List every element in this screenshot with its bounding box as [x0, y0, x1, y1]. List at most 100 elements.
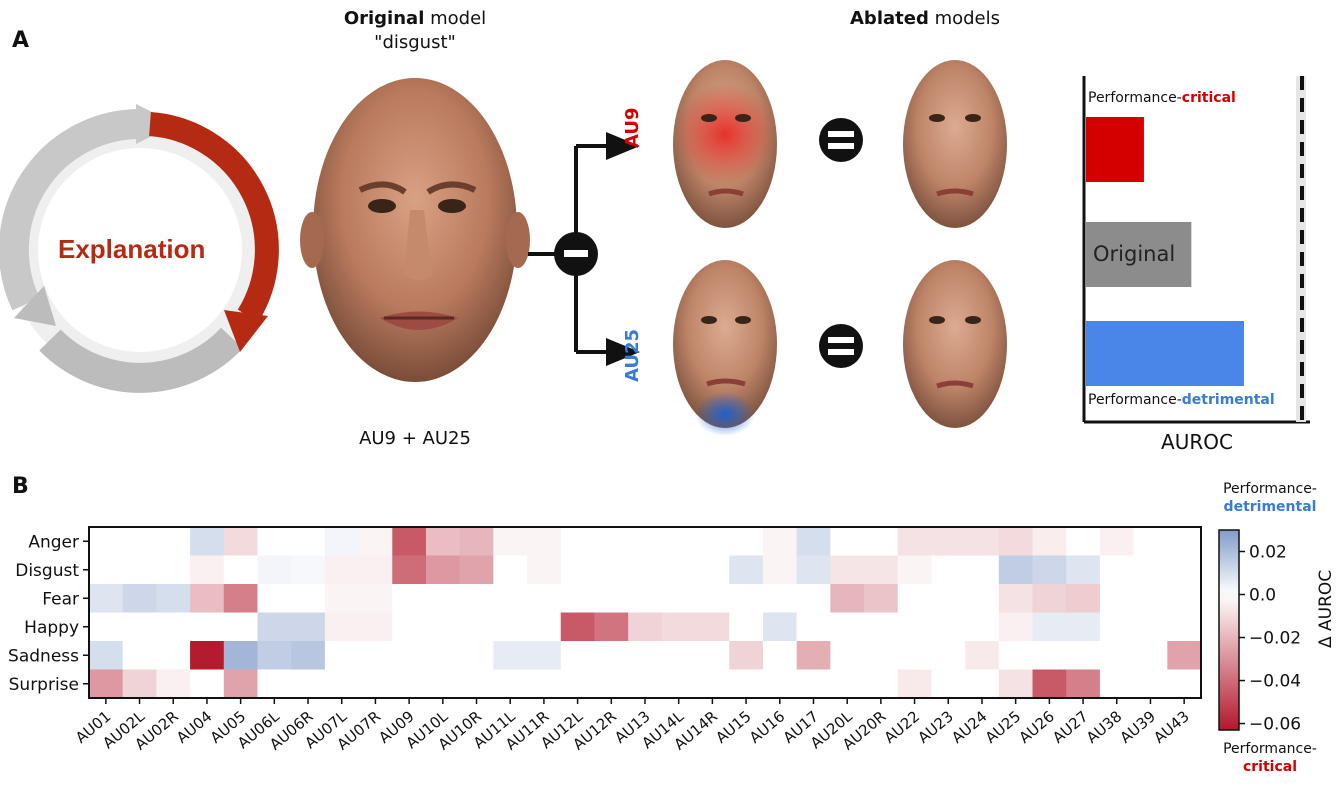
original-model-subtitle: "disgust" [374, 32, 456, 53]
heatmap-cell [998, 641, 1034, 670]
heatmap-cell [527, 641, 562, 670]
heatmap-cell [762, 669, 798, 699]
heatmap-cell [594, 669, 629, 699]
heatmap-cell [830, 555, 865, 585]
heatmap-cell [661, 669, 697, 699]
colorbar-top-label: Performance- detrimental [1223, 481, 1317, 515]
heatmap-cell [661, 641, 697, 670]
heatmap-cell [190, 669, 225, 699]
heatmap-cell [897, 612, 932, 642]
heatmap-cell [358, 527, 393, 556]
heatmap-cell [560, 669, 595, 699]
heatmap-cell [493, 669, 528, 699]
explanation-cycle-graphic [0, 104, 279, 393]
heatmap-cell [1066, 669, 1101, 699]
heatmap-cell [1133, 612, 1168, 642]
heatmap-cell [729, 612, 764, 642]
heatmap-cell [1032, 584, 1067, 613]
column-label: AU16 [746, 707, 788, 747]
colorbar-bottom-label: Performance- critical [1223, 741, 1317, 775]
heatmap-cell [190, 612, 225, 642]
heatmap-cell [223, 555, 258, 585]
heatmap-cell [998, 527, 1034, 556]
heatmap-cell [830, 641, 865, 670]
heatmap-cell [560, 527, 595, 556]
heatmap-cell [965, 584, 1000, 613]
row-label: Disgust [15, 561, 79, 581]
heatmap-cell [1066, 641, 1101, 670]
heatmap-cell [324, 669, 360, 699]
heatmap-cell [628, 527, 663, 556]
column-label: AU43 [1150, 707, 1192, 747]
heatmap-cell [122, 612, 157, 642]
heatmap-cell [392, 584, 427, 613]
panel-a-label: A [12, 28, 30, 53]
explanation-label: Explanation [58, 234, 206, 264]
colorbar-tick-label: −0.06 [1249, 715, 1301, 735]
heatmap-cell [965, 669, 1000, 699]
heatmap-cell [425, 584, 461, 613]
heatmap-cell [729, 584, 764, 613]
heatmap-cell [392, 555, 427, 585]
heatmap-cell [358, 584, 393, 613]
heatmap-cell [661, 612, 697, 642]
heatmap-cell [695, 584, 730, 613]
heatmap-cell [830, 669, 865, 699]
heatmap-cell [965, 527, 1000, 556]
heatmap-cell [1032, 669, 1067, 699]
row-label: Anger [28, 532, 79, 552]
heatmap-cell [762, 612, 798, 642]
heatmap-cell [1099, 669, 1135, 699]
heatmap-cell [560, 612, 595, 642]
column-label: AU15 [712, 707, 754, 747]
heatmap-cell [1099, 641, 1135, 670]
heatmap-cell [89, 584, 124, 613]
heatmap-cell [1167, 527, 1202, 556]
heatmap-cell [729, 641, 764, 670]
heatmap-cell [190, 641, 225, 670]
heatmap-cell [291, 584, 326, 613]
heatmap-cell [830, 527, 865, 556]
heatmap-cell [931, 527, 966, 556]
heatmap-cell [931, 641, 966, 670]
heatmap-cell [830, 612, 865, 642]
heatmap-cell [796, 669, 831, 699]
heatmap-cell [257, 669, 292, 699]
heatmap-cell [324, 641, 360, 670]
heatmap-cell [324, 527, 360, 556]
colorbar-tick-label: 0.0 [1249, 586, 1276, 606]
heatmap-cell [358, 555, 393, 585]
heatmap-cell [931, 555, 966, 585]
original-model-caption: AU9 + AU25 [359, 428, 471, 449]
heatmap-cell [493, 555, 528, 585]
heatmap-cell [864, 555, 899, 585]
heatmap-cell [594, 584, 629, 613]
heatmap-cell [661, 527, 697, 556]
heatmap-cell [1099, 555, 1135, 585]
heatmap-cell [1133, 669, 1168, 699]
heatmap-cell [527, 669, 562, 699]
heatmap-cell [695, 555, 730, 585]
heatmap-cell [1133, 527, 1168, 556]
heatmap-cell [291, 555, 326, 585]
heatmap-cell [628, 641, 663, 670]
heatmap-cell [324, 612, 360, 642]
heatmap-cell [965, 612, 1000, 642]
heatmap-cell [392, 612, 427, 642]
heatmap-cell [897, 641, 932, 670]
heatmap-cell [223, 584, 258, 613]
heatmap-cell [560, 584, 595, 613]
heatmap-cell [89, 527, 124, 556]
heatmap-cell [628, 669, 663, 699]
heatmap-cell [998, 584, 1034, 613]
detrimental-bar-label: Performance-detrimental [1088, 392, 1275, 408]
heatmap-cell [1167, 584, 1202, 613]
heatmap-cell [527, 555, 562, 585]
heatmap-cell [864, 584, 899, 613]
colorbar-tick-label: 0.02 [1249, 543, 1287, 563]
heatmap-cell [291, 527, 326, 556]
heatmap-cell [931, 584, 966, 613]
heatmap-cell [156, 555, 191, 585]
heatmap-cell [257, 641, 292, 670]
heatmap-cell [156, 669, 191, 699]
